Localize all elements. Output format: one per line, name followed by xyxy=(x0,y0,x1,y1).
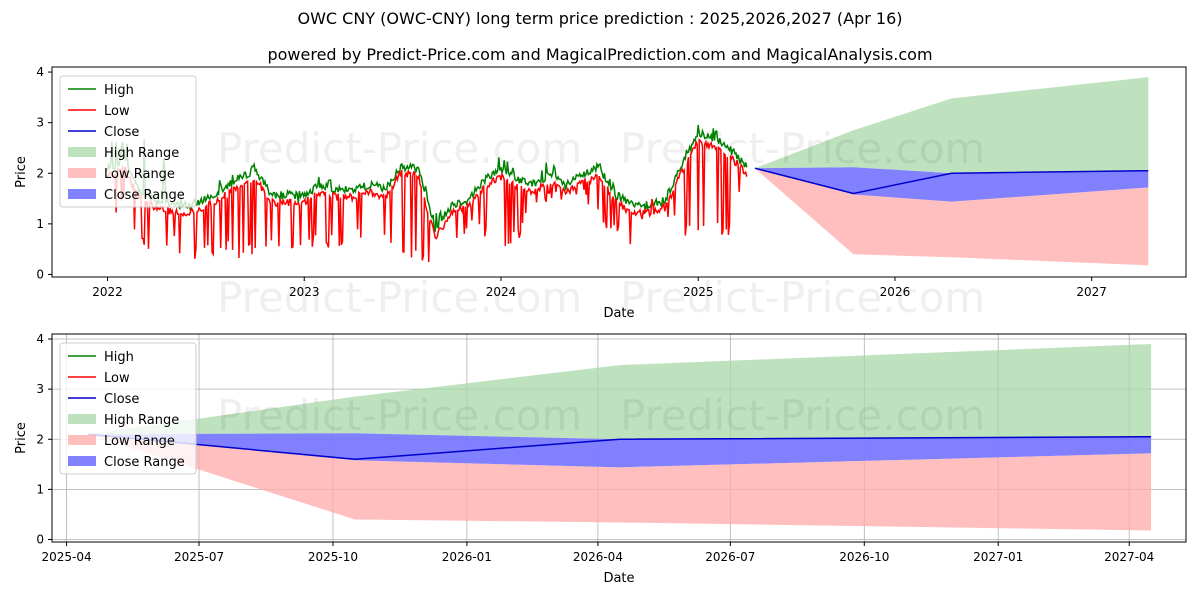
x-tick-label: 2026-07 xyxy=(705,550,755,564)
legend-entry-label: Low Range xyxy=(104,167,175,182)
low-series-line xyxy=(106,138,748,263)
legend-entry-label: Low xyxy=(104,371,130,386)
y-tick-label: 1 xyxy=(36,482,44,496)
y-tick-label: 2 xyxy=(36,432,44,446)
watermark-text: Predict-Price.com xyxy=(620,391,985,440)
y-tick-label: 0 xyxy=(36,532,44,546)
chart-title: OWC CNY (OWC-CNY) long term price predic… xyxy=(297,9,903,28)
low-range-band xyxy=(88,434,1152,531)
x-tick-label: 2025-10 xyxy=(308,550,358,564)
watermark-text: Predict-Price.com xyxy=(217,124,582,173)
x-tick-label: 2026-01 xyxy=(442,550,492,564)
legend-swatch-patch xyxy=(68,189,96,199)
y-tick-label: 3 xyxy=(36,116,44,130)
x-tick-label: 2024 xyxy=(486,285,517,299)
legend-swatch-patch xyxy=(68,414,96,424)
legend-entry-label: High Range xyxy=(104,146,179,161)
x-tick-label: 2025-07 xyxy=(174,550,224,564)
legend-entry-label: High xyxy=(104,350,134,365)
chart-subtitle: powered by Predict-Price.com and Magical… xyxy=(267,45,933,64)
watermark-text: Predict-Price.com xyxy=(620,124,985,173)
x-tick-label: 2023 xyxy=(289,285,320,299)
x-tick-label: 2027 xyxy=(1076,285,1107,299)
legend-swatch-patch xyxy=(68,456,96,466)
legend-entry-label: Close Range xyxy=(104,455,185,470)
x-tick-label: 2025 xyxy=(683,285,714,299)
x-tick-label: 2022 xyxy=(92,285,123,299)
x-tick-label: 2026 xyxy=(880,285,911,299)
plot-frame xyxy=(51,333,1187,543)
legend-entry-label: Close xyxy=(104,125,139,140)
y-tick-label: 3 xyxy=(36,382,44,396)
y-axis-label: Price xyxy=(14,156,29,188)
low-range-band xyxy=(754,168,1149,266)
legend-swatch-patch xyxy=(68,435,96,445)
plot-panel-1: Predict-Price.com Predict-Price.comPredic… xyxy=(14,65,1187,322)
legend-entry-label: Low xyxy=(104,104,130,119)
watermark-text: Predict-Price.com xyxy=(217,273,582,322)
legend-entry-label: High Range xyxy=(104,413,179,428)
high-range-band xyxy=(88,344,1152,440)
y-axis-label: Price xyxy=(14,422,29,454)
y-tick-label: 4 xyxy=(36,65,44,79)
legend-entry-label: Low Range xyxy=(104,434,175,449)
y-tick-label: 1 xyxy=(36,217,44,231)
watermark-text: Predict-Price.com xyxy=(620,273,985,322)
x-tick-label: 2026-10 xyxy=(839,550,889,564)
y-tick-label: 4 xyxy=(36,332,44,346)
close-forecast-line xyxy=(88,433,1152,461)
legend-entry-label: High xyxy=(104,83,134,98)
close-forecast-line xyxy=(754,167,1149,195)
plot-area: Predict-Price.com Predict-Price.com xyxy=(106,77,1149,266)
plot-frame xyxy=(51,66,1187,278)
x-tick-label: 2026-04 xyxy=(573,550,623,564)
high-range-band xyxy=(754,77,1149,174)
x-tick-label: 2027-01 xyxy=(973,550,1023,564)
legend-swatch-patch xyxy=(68,168,96,178)
y-tick-label: 2 xyxy=(36,166,44,180)
x-tick-label: 2027-04 xyxy=(1104,550,1154,564)
legend-swatch-patch xyxy=(68,147,96,157)
watermark-text: Predict-Price.com xyxy=(217,391,582,440)
legend: High Low Close High Range Low Range Close Ran… xyxy=(59,75,197,208)
high-series-line xyxy=(106,124,748,232)
x-axis-label: Date xyxy=(603,306,634,321)
legend-entry-label: Close xyxy=(104,392,139,407)
plot-area: Predict-Price.com Predict-Price.com xyxy=(52,334,1186,542)
legend: High Low Close High Range Low Range Close Ran… xyxy=(59,342,197,475)
plot-panel-2: Predict-Price.com Predict-Price.com 2025-0… xyxy=(14,332,1187,586)
y-tick-label: 0 xyxy=(36,267,44,281)
legend-entry-label: Close Range xyxy=(104,188,185,203)
x-axis-label: Date xyxy=(603,571,634,586)
x-tick-label: 2025-04 xyxy=(41,550,91,564)
